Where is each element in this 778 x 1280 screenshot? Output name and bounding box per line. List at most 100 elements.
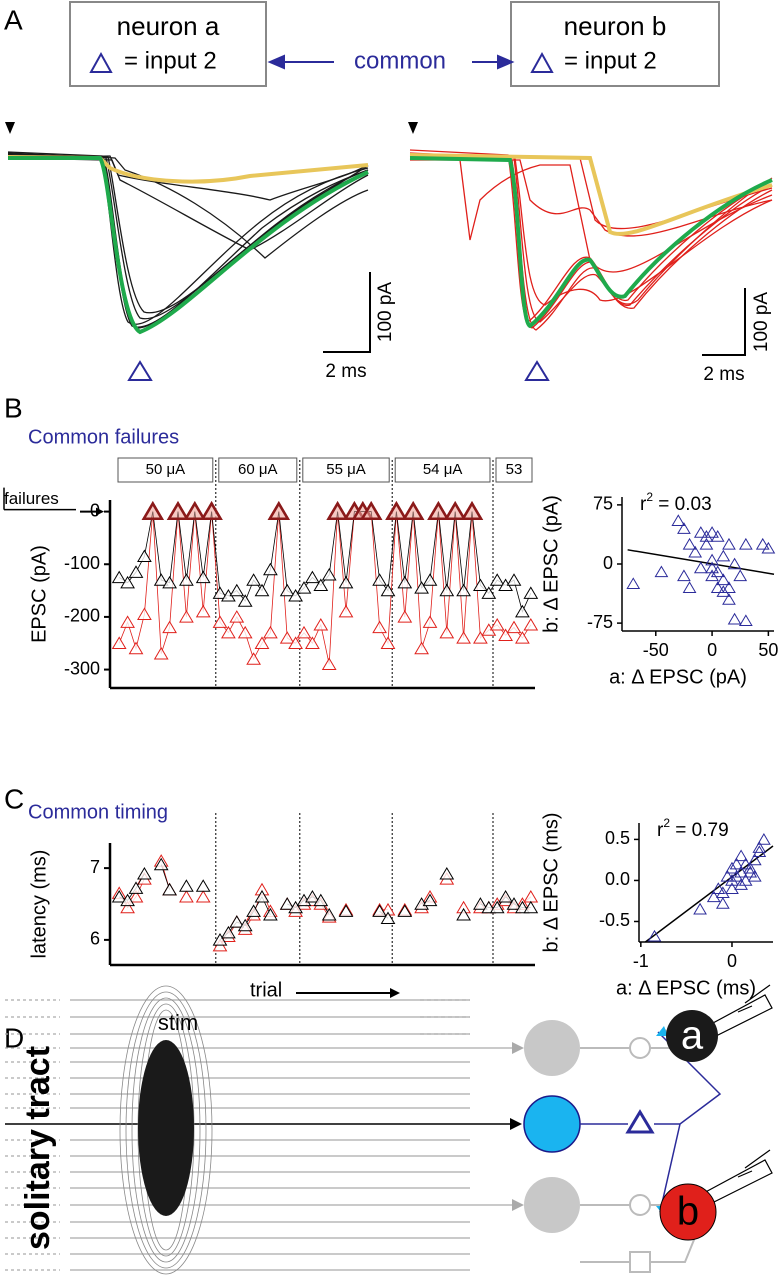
point	[705, 569, 719, 582]
marker	[360, 501, 383, 521]
point	[755, 537, 770, 550]
point	[706, 890, 721, 903]
tract-fibers	[5, 999, 522, 1271]
chart-title: Common failures	[28, 426, 179, 448]
stat-part: r	[640, 494, 647, 515]
scale-label: 100 pA	[375, 282, 396, 343]
marker	[473, 578, 488, 592]
marker	[195, 889, 211, 903]
marker	[212, 586, 228, 599]
input-icon	[625, 1109, 655, 1134]
point	[752, 845, 767, 858]
input-icon	[530, 51, 554, 73]
marker	[200, 501, 223, 521]
marker	[444, 501, 467, 521]
condition-box	[495, 457, 533, 483]
point	[711, 882, 726, 894]
point	[743, 861, 758, 874]
y-tick-label: 0	[90, 500, 100, 520]
stat-part: 2	[646, 490, 653, 504]
y-tick-label: -300	[64, 658, 100, 678]
point	[647, 929, 662, 942]
trace-yellow	[409, 153, 773, 236]
marker	[288, 900, 303, 914]
traces-b	[409, 149, 773, 331]
point	[699, 537, 714, 550]
input-label: = input 2	[564, 47, 657, 74]
marker	[338, 904, 354, 917]
marker	[153, 573, 169, 586]
marker	[254, 889, 270, 903]
input-label: = input 2	[124, 47, 217, 74]
stat-label: r2 = 0.79	[657, 816, 729, 841]
marker	[166, 501, 190, 521]
stim-marker	[5, 122, 15, 134]
point	[626, 577, 641, 590]
marker	[137, 867, 152, 880]
point	[738, 857, 753, 870]
marker	[380, 636, 396, 649]
point	[693, 561, 708, 574]
marker	[489, 900, 505, 914]
marker	[402, 501, 425, 521]
marker	[179, 573, 194, 586]
point	[699, 530, 714, 542]
marker	[120, 615, 135, 628]
y-axis-label: b: Δ EPSC (ms)	[540, 812, 562, 952]
point	[682, 537, 697, 550]
y-tick-label: -0.5	[599, 910, 630, 930]
marker	[128, 889, 144, 903]
point	[725, 861, 739, 874]
point	[705, 553, 719, 566]
marker	[372, 620, 387, 634]
condition-label: 53	[506, 461, 523, 478]
stim-field	[119, 985, 213, 1275]
marker	[229, 583, 245, 597]
point	[738, 874, 753, 886]
blue-paths	[580, 1031, 722, 1213]
marker	[111, 636, 127, 649]
y-tick-label: 0.5	[605, 828, 630, 848]
point	[727, 557, 742, 570]
marker	[183, 501, 206, 521]
point	[722, 581, 736, 593]
marker	[460, 501, 484, 521]
x-tick-label: 0	[727, 951, 737, 971]
neuron-label: a	[681, 1014, 704, 1058]
annotation-arrowhead	[96, 507, 104, 516]
marker	[498, 628, 513, 642]
stat-label: r2 = 0.03	[640, 490, 712, 515]
point	[693, 902, 707, 915]
marker	[237, 625, 253, 639]
stim-marker	[408, 122, 418, 134]
marker	[498, 889, 513, 903]
point	[725, 874, 739, 886]
x-arrowhead	[390, 988, 400, 998]
stat-part: = 0.79	[670, 820, 729, 841]
point	[716, 573, 731, 586]
marker	[422, 573, 438, 586]
marker	[229, 610, 245, 623]
marker	[120, 893, 135, 907]
marker	[422, 893, 438, 907]
x-tick-label: -1	[633, 951, 649, 971]
common-label: common	[354, 47, 446, 74]
marker	[338, 575, 354, 589]
point	[722, 537, 736, 550]
panel-d: D stim solitary tract	[4, 984, 773, 1275]
marker	[288, 636, 303, 649]
neuron-b	[659, 1183, 717, 1241]
marker	[279, 631, 295, 644]
marker	[305, 889, 320, 903]
marker	[162, 882, 177, 896]
marker	[263, 907, 278, 921]
marker	[523, 586, 539, 599]
neuron	[523, 1095, 581, 1153]
scale-label: 2 ms	[703, 364, 744, 385]
y-axis-label: b: Δ EPSC (pA)	[540, 495, 562, 633]
marker	[141, 501, 164, 521]
x-tick-label: -50	[643, 640, 669, 660]
y-axis-label: EPSC (pA)	[28, 545, 50, 643]
marker	[221, 625, 236, 639]
marker	[279, 897, 295, 910]
